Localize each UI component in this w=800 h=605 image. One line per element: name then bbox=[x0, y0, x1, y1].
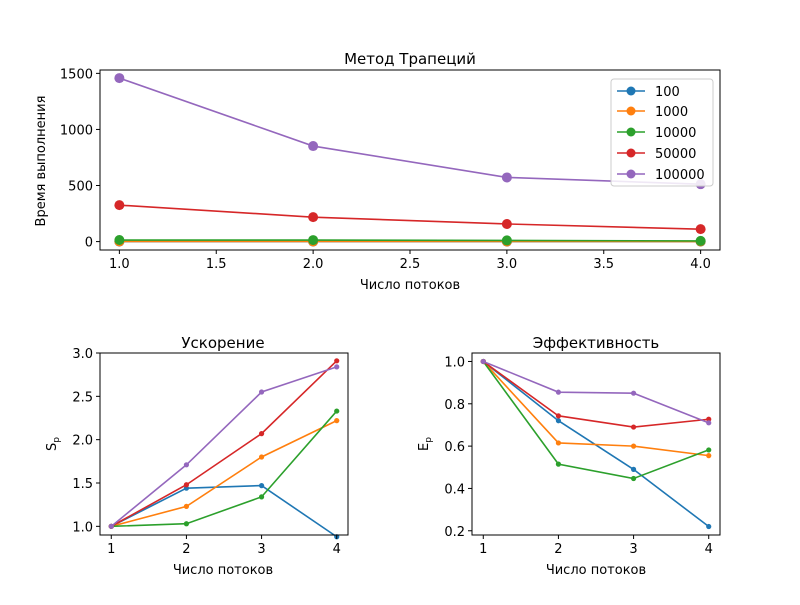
speedup-ytick-label: 2.0 bbox=[72, 434, 93, 449]
speedup-point-10000-2 bbox=[184, 521, 189, 526]
eff-point-100000-1 bbox=[481, 359, 486, 364]
exec-point-10000-3 bbox=[502, 235, 512, 245]
speedup-point-100000-2 bbox=[184, 462, 189, 467]
eff-point-100-4 bbox=[706, 524, 711, 529]
exec-point-100000-1 bbox=[114, 73, 124, 83]
eff-xtick-label: 1 bbox=[479, 542, 487, 557]
speedup-point-50000-4 bbox=[334, 358, 339, 363]
legend-label-1000: 1000 bbox=[655, 105, 688, 120]
eff-point-100000-3 bbox=[631, 391, 636, 396]
chart-efficiency-xlabel: Число потоков bbox=[546, 563, 646, 578]
exec-point-50000-2 bbox=[308, 212, 318, 222]
eff-point-10000-4 bbox=[706, 447, 711, 452]
exec-ytick-label: 500 bbox=[68, 180, 93, 195]
exec-point-10000-2 bbox=[308, 235, 318, 245]
exec-ytick-label: 1500 bbox=[60, 67, 93, 82]
chart-execution-time-ylabel: Время выполнения bbox=[34, 96, 49, 227]
eff-point-1000-4 bbox=[706, 453, 711, 458]
eff-ytick-label: 1.0 bbox=[444, 355, 465, 370]
eff-xtick-label: 3 bbox=[629, 542, 637, 557]
exec-xtick-label: 3.0 bbox=[497, 257, 518, 272]
exec-xtick-label: 2.0 bbox=[303, 257, 324, 272]
legend-label-50000: 50000 bbox=[655, 147, 696, 162]
eff-point-1000-2 bbox=[556, 440, 561, 445]
speedup-point-1000-2 bbox=[184, 504, 189, 509]
exec-ytick-label: 0 bbox=[85, 236, 93, 251]
exec-ytick-label: 1000 bbox=[60, 123, 93, 138]
eff-point-1000-3 bbox=[631, 444, 636, 449]
eff-ytick-label: 0.8 bbox=[444, 398, 465, 413]
chart-speedup-ylabel-main: S bbox=[45, 443, 60, 451]
speedup-point-10000-4 bbox=[334, 408, 339, 413]
exec-point-10000-1 bbox=[114, 235, 124, 245]
exec-point-100000-3 bbox=[502, 172, 512, 182]
eff-point-100-3 bbox=[631, 467, 636, 472]
speedup-xtick-label: 3 bbox=[257, 542, 265, 557]
chart-efficiency-ylabel-sub: p bbox=[424, 437, 434, 443]
speedup-xtick-label: 1 bbox=[107, 542, 115, 557]
speedup-xtick-label: 2 bbox=[182, 542, 190, 557]
eff-point-10000-2 bbox=[556, 462, 561, 467]
exec-xtick-label: 2.5 bbox=[400, 257, 421, 272]
legend-marker-50000 bbox=[627, 149, 636, 158]
exec-series-line-10000 bbox=[119, 240, 700, 241]
eff-ytick-label: 0.6 bbox=[444, 440, 465, 455]
exec-xtick-label: 1.0 bbox=[109, 257, 130, 272]
speedup-point-10000-3 bbox=[259, 494, 264, 499]
legend-label-100000: 100000 bbox=[655, 168, 705, 183]
chart-speedup-title: Ускорение bbox=[181, 334, 264, 352]
eff-point-10000-3 bbox=[631, 476, 636, 481]
exec-xtick-label: 1.5 bbox=[206, 257, 227, 272]
legend-label-10000: 10000 bbox=[655, 126, 696, 141]
eff-point-50000-2 bbox=[556, 413, 561, 418]
speedup-ytick-label: 1.0 bbox=[72, 520, 93, 535]
speedup-ytick-label: 2.5 bbox=[72, 390, 93, 405]
exec-xtick-label: 3.5 bbox=[593, 257, 614, 272]
chart-speedup-xlabel: Число потоков bbox=[173, 563, 273, 578]
eff-xtick-label: 2 bbox=[554, 542, 562, 557]
exec-point-50000-3 bbox=[502, 219, 512, 229]
chart-execution-time-xlabel: Число потоков bbox=[360, 278, 460, 293]
legend-marker-100000 bbox=[627, 170, 636, 179]
chart-execution-time-legend: 100 1000 10000 50000 bbox=[611, 79, 713, 186]
speedup-point-50000-2 bbox=[184, 482, 189, 487]
chart-execution-time-title: Метод Трапеций bbox=[344, 50, 476, 68]
exec-xtick-label: 4.0 bbox=[690, 257, 711, 272]
speedup-point-50000-3 bbox=[259, 431, 264, 436]
eff-point-100000-4 bbox=[706, 420, 711, 425]
exec-point-100000-2 bbox=[308, 141, 318, 151]
speedup-xtick-label: 4 bbox=[333, 542, 341, 557]
legend-marker-10000 bbox=[627, 128, 636, 137]
legend-label-100: 100 bbox=[655, 85, 680, 100]
chart-speedup-ylabel-sub: p bbox=[52, 437, 62, 443]
exec-point-50000-4 bbox=[696, 224, 706, 234]
speedup-point-100000-3 bbox=[259, 389, 264, 394]
eff-point-100-2 bbox=[556, 418, 561, 423]
speedup-point-100000-1 bbox=[109, 524, 114, 529]
eff-ytick-label: 0.2 bbox=[444, 525, 465, 540]
speedup-point-1000-3 bbox=[259, 454, 264, 459]
exec-point-50000-1 bbox=[114, 200, 124, 210]
eff-point-50000-3 bbox=[631, 424, 636, 429]
speedup-point-100-3 bbox=[259, 483, 264, 488]
chart-efficiency-ylabel-main: E bbox=[417, 443, 432, 451]
legend-marker-100 bbox=[627, 87, 636, 96]
speedup-point-100000-4 bbox=[334, 364, 339, 369]
speedup-ytick-label: 3.0 bbox=[72, 347, 93, 362]
exec-point-10000-4 bbox=[696, 236, 706, 246]
eff-point-100000-2 bbox=[556, 390, 561, 395]
speedup-point-1000-4 bbox=[334, 418, 339, 423]
legend-marker-1000 bbox=[627, 107, 636, 116]
eff-xtick-label: 4 bbox=[705, 542, 713, 557]
chart-efficiency-title: Эффективность bbox=[533, 334, 660, 352]
eff-ytick-label: 0.4 bbox=[444, 482, 465, 497]
speedup-ytick-label: 1.5 bbox=[72, 477, 93, 492]
